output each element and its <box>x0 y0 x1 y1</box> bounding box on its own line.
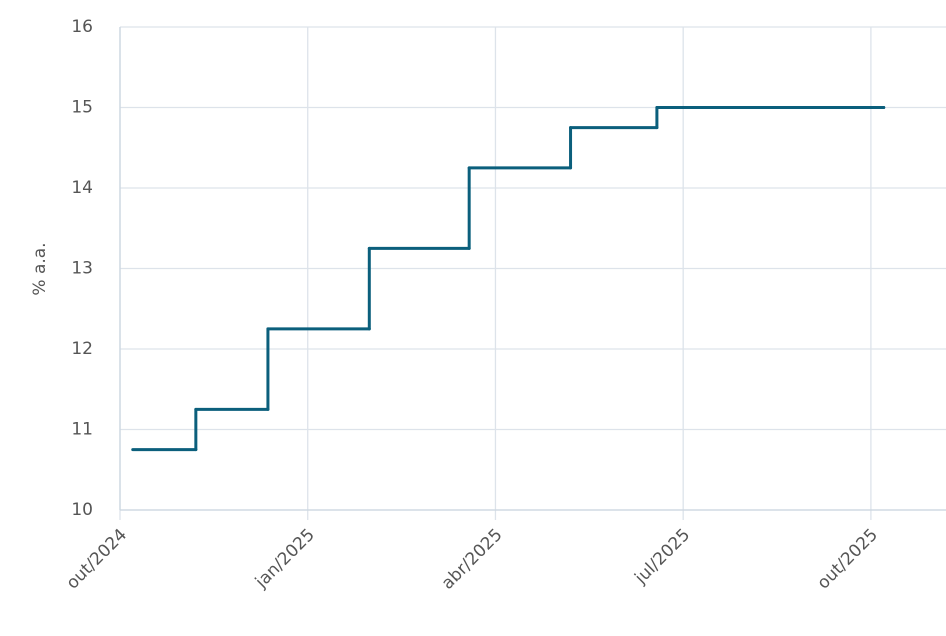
x-tick-label: jul/2025 <box>630 525 694 589</box>
y-axis-label: % a.a. <box>30 242 50 295</box>
x-tick-label: abr/2025 <box>438 525 507 594</box>
y-tick-label: 13 <box>71 259 93 279</box>
y-tick-label: 15 <box>71 98 93 118</box>
y-tick-label: 16 <box>71 17 93 37</box>
y-tick-label: 12 <box>71 339 93 359</box>
y-tick-label: 11 <box>71 420 93 440</box>
x-tick-label: jan/2025 <box>251 525 319 593</box>
y-tick-label: 14 <box>71 178 93 198</box>
y-tick-label: 10 <box>71 500 93 520</box>
x-tick-label: out/2025 <box>814 525 882 593</box>
line-end <box>882 106 886 109</box>
x-tick-label: out/2024 <box>63 525 131 593</box>
